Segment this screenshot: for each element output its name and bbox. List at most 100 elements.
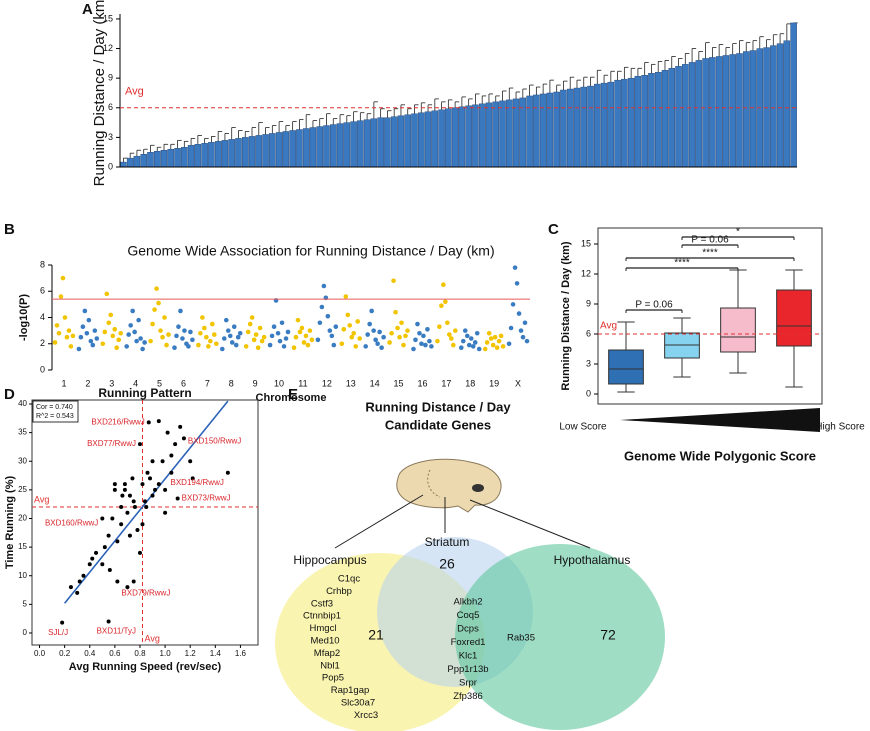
snp-point bbox=[90, 342, 96, 348]
bar bbox=[627, 77, 635, 168]
y-tick-label: 15 bbox=[581, 238, 591, 248]
panel-letter: C bbox=[548, 221, 559, 238]
bar bbox=[512, 98, 520, 168]
snp-point bbox=[458, 345, 464, 350]
y-tick-label: 0 bbox=[23, 628, 28, 637]
gene-label: Dcps bbox=[457, 624, 479, 635]
snp-point bbox=[94, 336, 100, 341]
bar bbox=[241, 137, 249, 168]
chart-title: Running Pattern bbox=[98, 386, 191, 400]
significance-label: **** bbox=[702, 248, 718, 259]
snp-point bbox=[56, 330, 62, 336]
data-point bbox=[100, 562, 105, 567]
bar bbox=[533, 94, 540, 168]
venn-title: Running Distance / Day bbox=[365, 399, 511, 414]
bar bbox=[255, 135, 263, 168]
snp-point bbox=[221, 336, 227, 341]
snp-point bbox=[80, 324, 86, 329]
bar bbox=[424, 111, 432, 168]
bar bbox=[418, 112, 425, 168]
snp-point bbox=[341, 327, 347, 332]
snp-point bbox=[327, 328, 333, 333]
x-tick-label: 1.6 bbox=[235, 649, 247, 658]
snp-point bbox=[255, 345, 261, 350]
bar bbox=[783, 40, 791, 168]
data-point bbox=[153, 487, 158, 492]
snp-point bbox=[219, 346, 225, 352]
bar bbox=[390, 116, 398, 168]
snp-point bbox=[476, 346, 482, 352]
snp-point bbox=[210, 321, 215, 327]
data-point bbox=[107, 568, 112, 573]
snp-point bbox=[148, 338, 153, 344]
y-tick-label: 40 bbox=[18, 399, 27, 408]
snp-point bbox=[425, 327, 430, 332]
data-point bbox=[169, 453, 174, 458]
data-point bbox=[131, 499, 136, 504]
bar bbox=[431, 110, 439, 168]
snp-point bbox=[180, 336, 185, 341]
snp-point bbox=[247, 321, 253, 327]
bar bbox=[343, 122, 351, 168]
snp-point bbox=[178, 308, 183, 314]
data-point bbox=[225, 470, 230, 475]
bar bbox=[370, 118, 378, 168]
bar bbox=[194, 144, 202, 168]
x-tick-label: 14 bbox=[370, 378, 380, 388]
snp-point bbox=[498, 333, 504, 339]
y-axis-label: -log10(P) bbox=[18, 294, 30, 341]
bar bbox=[614, 79, 621, 168]
data-point bbox=[87, 562, 92, 567]
snp-point bbox=[307, 328, 313, 333]
gene-label: Pop5 bbox=[322, 673, 344, 684]
bar bbox=[709, 57, 716, 168]
snp-point bbox=[142, 340, 147, 345]
y-tick-label: 0 bbox=[586, 388, 591, 398]
snp-point bbox=[237, 330, 243, 336]
snp-point bbox=[202, 325, 207, 331]
bar bbox=[323, 125, 330, 168]
significance-label: **** bbox=[674, 258, 690, 269]
bar bbox=[296, 129, 303, 168]
gene-label: Crhbp bbox=[326, 586, 352, 597]
snp-point bbox=[490, 342, 496, 348]
snp-point bbox=[208, 338, 213, 344]
snp-point bbox=[377, 329, 382, 335]
snp-point bbox=[301, 340, 307, 345]
gene-label: Alkbh2 bbox=[453, 597, 482, 608]
bar bbox=[654, 72, 662, 168]
snp-point bbox=[225, 328, 231, 333]
y-tick-label: 10 bbox=[18, 571, 27, 580]
snp-point bbox=[329, 333, 335, 339]
point-label: BXD216/RwwJ bbox=[91, 417, 144, 426]
point-label: BXD11/TyJ bbox=[97, 627, 136, 636]
snp-point bbox=[371, 328, 376, 333]
high-label: High Score bbox=[815, 422, 865, 433]
data-point bbox=[156, 482, 161, 487]
data-point bbox=[110, 516, 115, 521]
bar bbox=[458, 106, 466, 168]
data-point bbox=[178, 424, 183, 429]
snp-point bbox=[321, 283, 327, 289]
gene-label: Foxred1 bbox=[451, 637, 486, 648]
data-point bbox=[132, 505, 137, 510]
gene-label: Slc30a7 bbox=[341, 698, 375, 709]
data-point bbox=[160, 459, 165, 464]
bar bbox=[228, 139, 235, 168]
bar bbox=[695, 60, 703, 168]
snp-point bbox=[54, 323, 60, 328]
panel-letter: B bbox=[4, 221, 15, 238]
snp-point bbox=[401, 342, 406, 348]
snp-point bbox=[395, 325, 400, 331]
bar bbox=[357, 120, 364, 168]
snp-point bbox=[88, 338, 94, 344]
point-label: BXD150/RwwJ bbox=[188, 436, 241, 445]
bar bbox=[363, 119, 371, 168]
snp-point bbox=[126, 332, 131, 337]
data-point bbox=[137, 550, 142, 555]
y-tick-label: 3 bbox=[108, 132, 113, 142]
snp-point bbox=[110, 333, 116, 339]
snp-point bbox=[295, 317, 301, 323]
snp-point bbox=[437, 324, 442, 329]
